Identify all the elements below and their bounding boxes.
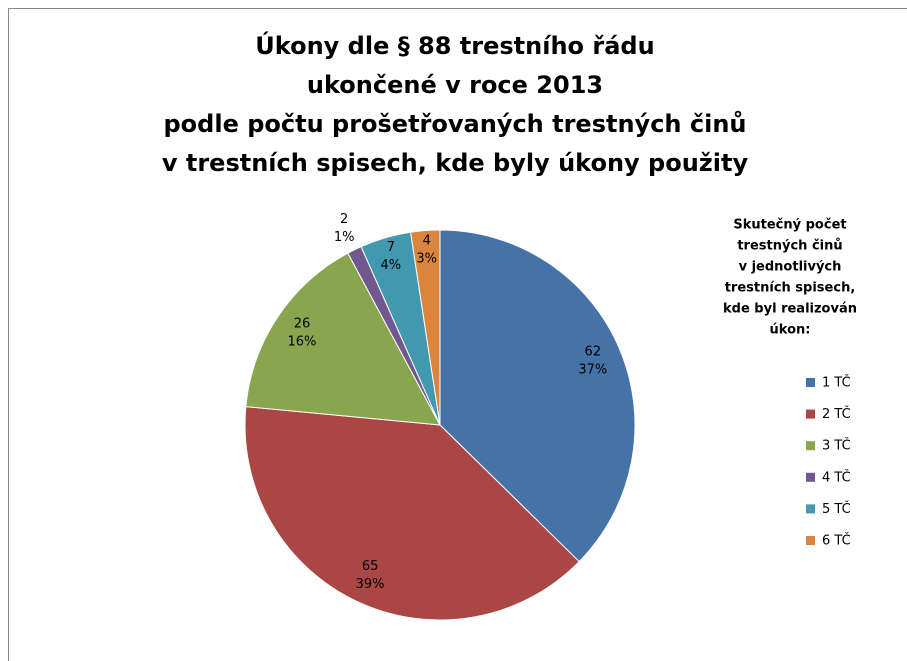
data-label-percent: 3% [416, 252, 437, 267]
legend-label: 6 TČ [822, 533, 851, 549]
legend-title: kde byl realizován [723, 302, 857, 317]
pie-slice [245, 252, 441, 426]
data-label: 7 [387, 240, 395, 255]
legend-swatch [806, 536, 815, 545]
legend-swatch [806, 409, 815, 419]
legend-swatch [806, 472, 815, 482]
chart-title: podle počtu prošetřovaných trestných čin… [164, 110, 747, 138]
legend-label: 2 TČ [822, 406, 851, 422]
legend-title: v jednotlivých [739, 260, 842, 275]
data-label: 2 [340, 212, 348, 227]
legend-swatch [806, 378, 815, 387]
legend-label: 4 TČ [822, 469, 851, 485]
data-label: 26 [294, 317, 311, 332]
legend-swatch [806, 441, 815, 451]
chart-title: ukončené v roce 2013 [307, 71, 603, 99]
pie-slice [439, 229, 636, 563]
data-label: 62 [585, 344, 602, 359]
data-label-percent: 4% [381, 258, 402, 273]
legend-title: Skutečný počet [733, 218, 846, 233]
chart-title: Úkony dle § 88 trestního řádu [255, 30, 654, 60]
data-label-percent: 16% [288, 335, 317, 350]
data-label-percent: 39% [356, 577, 385, 592]
pie-slice [410, 229, 441, 426]
pie-slice [244, 406, 580, 621]
chart-title: v trestních spisech, kde byly úkony použ… [162, 149, 749, 177]
legend-label: 1 TČ [822, 375, 851, 391]
data-label: 65 [362, 559, 379, 574]
data-label: 4 [423, 234, 431, 249]
legend-label: 5 TČ [822, 501, 851, 517]
legend-title: trestných činů [737, 239, 842, 254]
data-label-percent: 37% [578, 362, 607, 377]
data-label-percent: 1% [334, 230, 355, 245]
legend-swatch [806, 504, 815, 514]
legend-label: 3 TČ [822, 438, 851, 454]
legend-title: trestních spisech, [725, 281, 856, 296]
legend-title: úkon: [770, 323, 811, 338]
